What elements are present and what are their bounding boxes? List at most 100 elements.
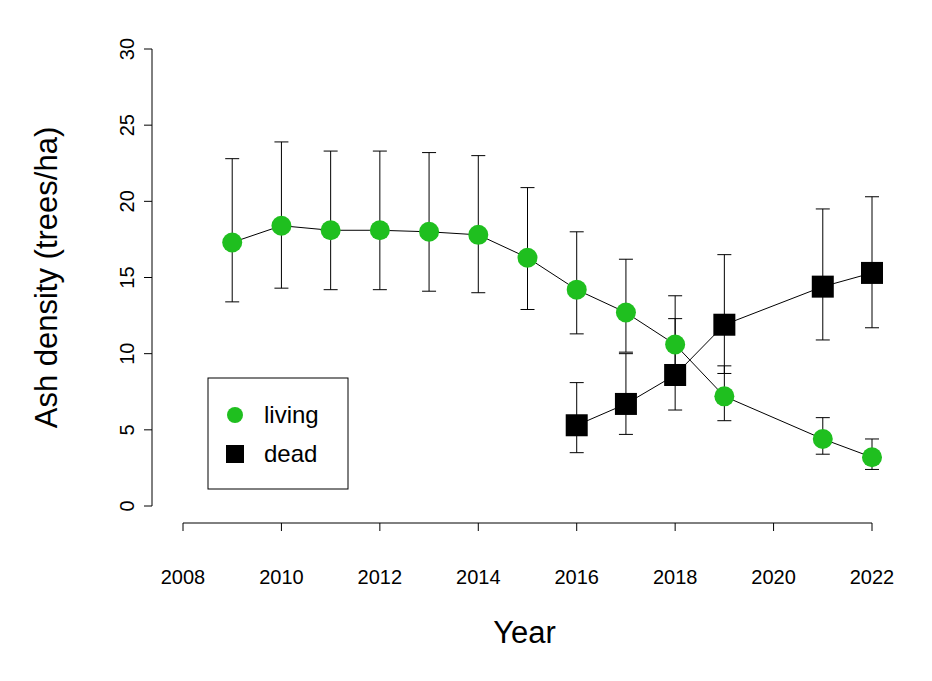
error-cap	[570, 382, 584, 383]
error-cap	[521, 309, 535, 310]
y-tick	[144, 125, 152, 126]
error-cap	[668, 295, 682, 296]
point	[321, 220, 341, 240]
error-cap	[816, 208, 830, 209]
error-cap	[570, 333, 584, 334]
point	[222, 232, 242, 252]
legend-marker	[226, 445, 244, 463]
point	[664, 364, 686, 386]
y-tick	[144, 506, 152, 507]
x-tick-label: 2008	[161, 566, 206, 588]
legend-label: living	[264, 401, 319, 428]
point	[271, 216, 291, 236]
error-cap	[324, 289, 338, 290]
error-cap	[816, 339, 830, 340]
y-tick-label: 10	[116, 343, 138, 365]
point	[518, 248, 538, 268]
point	[714, 386, 734, 406]
x-tick	[872, 523, 873, 531]
y-tick	[144, 277, 152, 278]
error-cap	[373, 289, 387, 290]
error-cap	[717, 373, 731, 374]
error-cap	[422, 291, 436, 292]
error-cap	[865, 196, 879, 197]
point	[713, 314, 735, 336]
error-cap	[816, 417, 830, 418]
error-cap	[717, 420, 731, 421]
x-tick	[281, 523, 282, 531]
y-tick-label: 5	[116, 424, 138, 435]
point	[861, 262, 883, 284]
chart: 0510152025302008201020122014201620182020…	[0, 0, 932, 681]
x-tick-label: 2012	[358, 566, 403, 588]
legend-label: dead	[264, 440, 317, 467]
y-tick	[144, 49, 152, 50]
point	[567, 280, 587, 300]
x-tick-label: 2022	[850, 566, 895, 588]
error-bar	[274, 142, 288, 288]
error-cap	[324, 151, 338, 152]
x-tick	[379, 523, 380, 531]
x-tick	[183, 523, 184, 531]
x-tick-label: 2018	[653, 566, 698, 588]
error-cap	[816, 454, 830, 455]
error-cap	[668, 410, 682, 411]
error-cap	[865, 438, 879, 439]
point	[862, 447, 882, 467]
x-tick-label: 2020	[751, 566, 796, 588]
error-stem	[822, 209, 823, 340]
x-tick-label: 2014	[456, 566, 501, 588]
error-cap	[619, 434, 633, 435]
x-tick	[773, 523, 774, 531]
x-tick	[576, 523, 577, 531]
point	[370, 220, 390, 240]
error-cap	[570, 231, 584, 232]
error-stem	[281, 142, 282, 288]
error-cap	[225, 301, 239, 302]
error-cap	[274, 141, 288, 142]
error-cap	[865, 469, 879, 470]
error-cap	[422, 152, 436, 153]
x-tick	[478, 523, 479, 531]
y-tick-label: 25	[116, 114, 138, 136]
x-axis-label: Year	[493, 615, 556, 650]
x-tick	[675, 523, 676, 531]
y-tick	[144, 429, 152, 430]
x-tick-label: 2016	[554, 566, 599, 588]
point	[616, 303, 636, 323]
y-tick	[144, 353, 152, 354]
y-tick-label: 0	[116, 500, 138, 511]
background	[0, 0, 932, 681]
error-cap	[570, 452, 584, 453]
point	[812, 276, 834, 298]
error-bar	[816, 209, 830, 340]
point	[615, 393, 637, 415]
legend-box	[208, 378, 348, 489]
point	[665, 335, 685, 355]
x-tick-label: 2010	[259, 566, 304, 588]
error-cap	[225, 158, 239, 159]
error-cap	[717, 254, 731, 255]
error-cap	[274, 288, 288, 289]
error-cap	[619, 353, 633, 354]
y-axis-label: Ash density (trees/ha)	[29, 127, 64, 429]
point	[468, 225, 488, 245]
error-cap	[619, 259, 633, 260]
y-tick-label: 15	[116, 266, 138, 288]
error-cap	[373, 151, 387, 152]
point	[419, 222, 439, 242]
point	[566, 414, 588, 436]
y-tick-label: 20	[116, 190, 138, 212]
legend-marker	[227, 407, 243, 423]
error-cap	[471, 292, 485, 293]
error-cap	[865, 327, 879, 328]
error-cap	[619, 352, 633, 353]
x-axis-line	[183, 523, 872, 524]
error-bar	[471, 156, 485, 293]
error-cap	[521, 187, 535, 188]
y-tick	[144, 201, 152, 202]
error-stem	[232, 159, 233, 302]
legend: living dead	[208, 378, 348, 489]
error-bar	[225, 159, 239, 302]
error-stem	[478, 156, 479, 293]
